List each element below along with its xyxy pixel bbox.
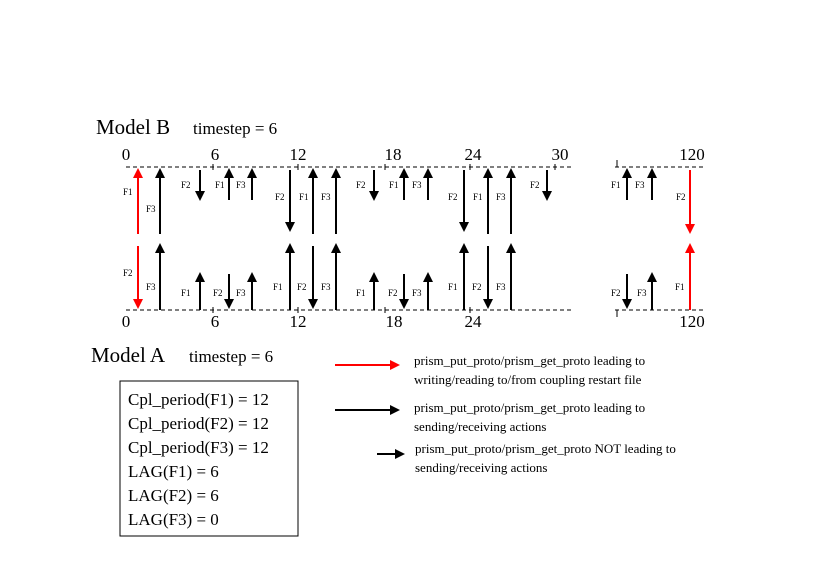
b-label-f1: F1: [215, 180, 225, 190]
a-label-f1: F1: [356, 288, 366, 298]
legend-exchange-line2: sending/receiving actions: [414, 419, 547, 434]
param-cpl-period-f3: Cpl_period(F3) = 12: [128, 438, 269, 457]
a-label-f2: F2: [297, 282, 307, 292]
bottom-tick-12: 12: [290, 312, 307, 331]
coupling-parameters-box: Cpl_period(F1) = 12 Cpl_period(F2) = 12 …: [119, 380, 299, 537]
top-tick-24: 24: [465, 145, 483, 164]
legend-restart-line1: prism_put_proto/prism_get_proto leading …: [414, 353, 645, 368]
model-a-arrows: [133, 243, 695, 310]
top-tick-12: 12: [290, 145, 307, 164]
model-b-field-labels: F1 F3 F2 F1 F3 F2 F1 F3 F2 F1 F3 F2 F1 F…: [123, 180, 686, 214]
b-label-f1: F1: [611, 180, 621, 190]
top-tick-120: 120: [679, 145, 705, 164]
param-cpl-period-f2: Cpl_period(F2) = 12: [128, 414, 269, 433]
b-label-f1: F1: [389, 180, 399, 190]
a-label-f2: F2: [213, 288, 223, 298]
a-label-f2: F2: [123, 268, 133, 278]
a-label-f2: F2: [611, 288, 621, 298]
model-a-timestep: timestep = 6: [189, 347, 273, 366]
legend-restart-line2: writing/reading to/from coupling restart…: [414, 372, 642, 387]
bottom-tick-6: 6: [211, 312, 220, 331]
b-label-f2: F2: [356, 180, 366, 190]
b-label-f1: F1: [123, 187, 133, 197]
params-frame: [119, 380, 299, 537]
b-label-f1: F1: [473, 192, 483, 202]
legend-no-exchange-line2: sending/receiving actions: [415, 460, 548, 475]
b-label-f2: F2: [676, 192, 686, 202]
param-lag-f2: LAG(F2) = 6: [128, 486, 219, 505]
b-label-f3: F3: [146, 204, 156, 214]
b-label-f3: F3: [412, 180, 422, 190]
a-label-f3: F3: [321, 282, 331, 292]
top-tick-6: 6: [211, 145, 220, 164]
model-a-title: Model A: [91, 343, 166, 367]
param-cpl-period-f1: Cpl_period(F1) = 12: [128, 390, 269, 409]
a-label-f1: F1: [675, 282, 685, 292]
a-label-f2: F2: [388, 288, 398, 298]
tick-marks: [212, 160, 618, 317]
a-label-f3: F3: [236, 288, 246, 298]
param-lag-f3: LAG(F3) = 0: [128, 510, 219, 529]
b-label-f3: F3: [496, 192, 506, 202]
a-label-f1: F1: [181, 288, 191, 298]
a-label-f3: F3: [146, 282, 156, 292]
model-b-arrows: [133, 168, 695, 234]
b-label-f3: F3: [236, 180, 246, 190]
param-lag-f1: LAG(F1) = 6: [128, 462, 219, 481]
b-label-f3: F3: [321, 192, 331, 202]
b-label-f2: F2: [181, 180, 191, 190]
model-a-field-labels: F2 F3 F1 F2 F3 F1 F2 F3 F1 F2 F3 F1 F2 F…: [123, 268, 685, 298]
bottom-tick-0: 0: [122, 312, 131, 331]
a-label-f3: F3: [412, 288, 422, 298]
top-timeline-ticks: 0 6 12 18 24 30 120: [122, 145, 705, 164]
b-label-f2: F2: [275, 192, 285, 202]
model-b-title: Model B: [96, 115, 170, 139]
b-label-f1: F1: [299, 192, 309, 202]
bottom-tick-18: 18: [386, 312, 403, 331]
a-label-f1: F1: [448, 282, 458, 292]
a-label-f2: F2: [472, 282, 482, 292]
a-label-f1: F1: [273, 282, 283, 292]
bottom-timeline-ticks: 0 6 12 18 24 120: [122, 312, 705, 331]
model-b-timestep: timestep = 6: [193, 119, 277, 138]
b-label-f2: F2: [530, 180, 540, 190]
top-tick-0: 0: [122, 145, 131, 164]
b-label-f3: F3: [635, 180, 645, 190]
b-label-f2: F2: [448, 192, 458, 202]
legend-no-exchange-line1: prism_put_proto/prism_get_proto NOT lead…: [415, 441, 676, 456]
a-label-f3: F3: [496, 282, 506, 292]
top-tick-30: 30: [552, 145, 569, 164]
bottom-tick-120: 120: [679, 312, 705, 331]
legend-exchange-line1: prism_put_proto/prism_get_proto leading …: [414, 400, 645, 415]
top-tick-18: 18: [385, 145, 402, 164]
legend: prism_put_proto/prism_get_proto leading …: [335, 353, 676, 475]
bottom-tick-24: 24: [465, 312, 483, 331]
timelines: [126, 166, 705, 311]
a-label-f3: F3: [637, 288, 647, 298]
